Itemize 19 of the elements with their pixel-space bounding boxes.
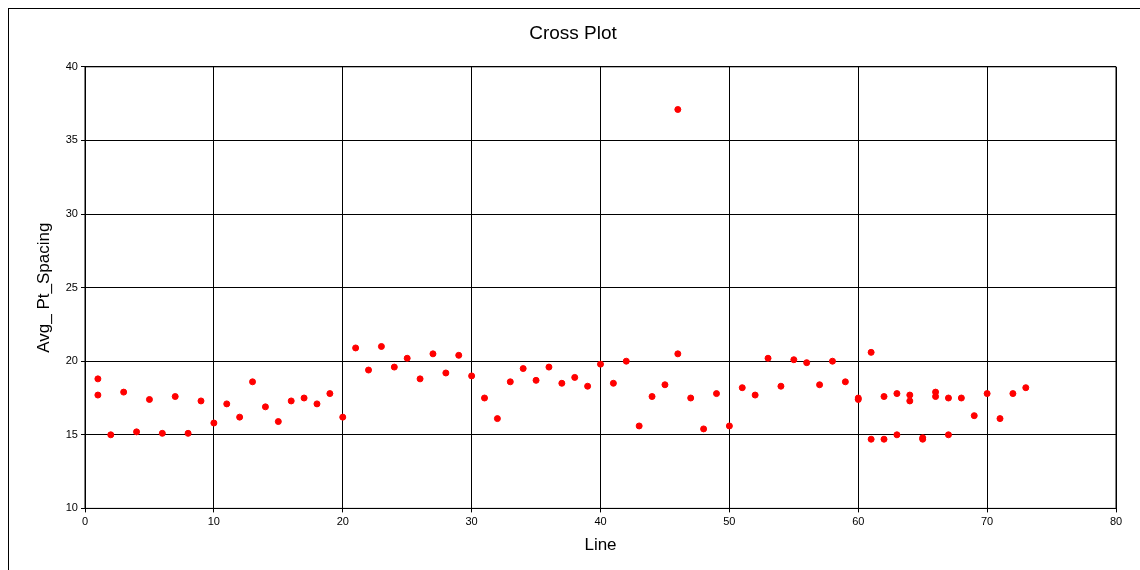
x-tick-label: 40 (594, 515, 607, 528)
x-tick-label: 20 (336, 515, 349, 528)
y-tick-label: 30 (65, 207, 78, 220)
y-tick-label: 25 (65, 280, 78, 293)
y-tick-label: 15 (65, 427, 78, 440)
chart-title: Cross Plot (529, 21, 618, 43)
x-tick-label: 70 (981, 515, 994, 528)
y-axis-title: Avg_ Pt_Spacing (33, 222, 53, 353)
x-axis-title: Line (584, 535, 617, 555)
x-tick-label: 10 (207, 515, 220, 528)
x-tick-label: 60 (852, 515, 865, 528)
x-tick-label: 0 (81, 515, 89, 528)
y-tick-label: 40 (65, 59, 78, 72)
y-tick-label: 20 (65, 354, 78, 367)
x-tick-label: 50 (723, 515, 736, 528)
x-tick-label: 80 (1109, 515, 1123, 528)
y-tick-label: 10 (65, 501, 78, 514)
y-tick-label: 35 (65, 133, 78, 146)
x-tick-label: 30 (465, 515, 478, 528)
